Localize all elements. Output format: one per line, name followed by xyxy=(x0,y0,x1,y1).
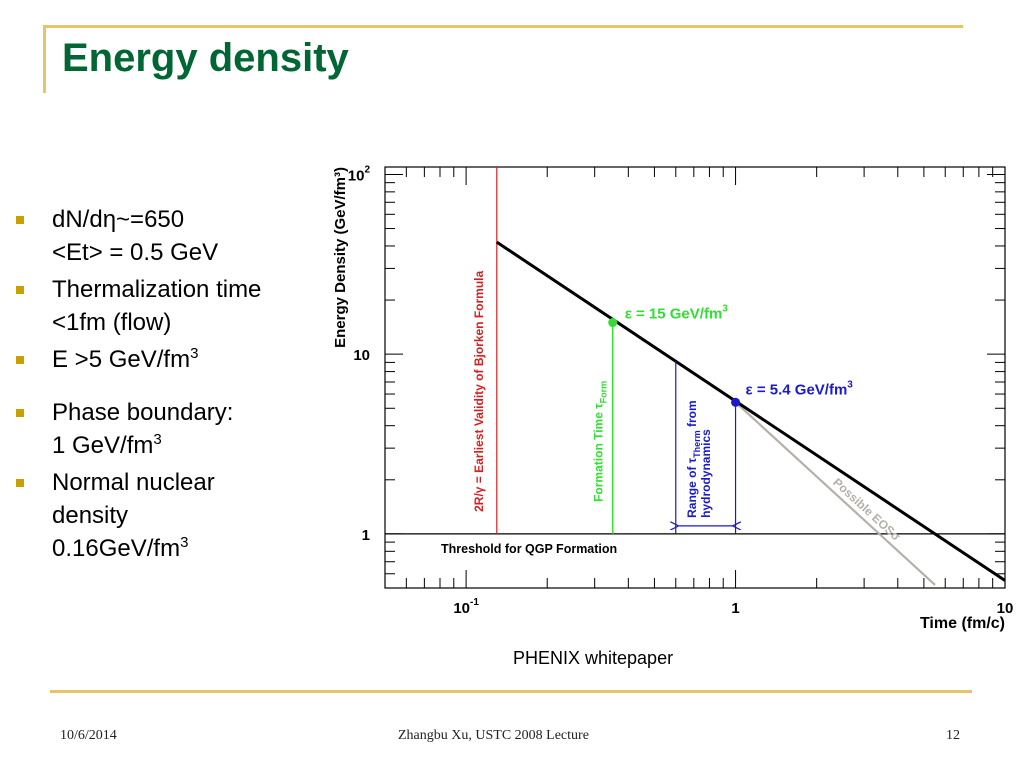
point-label-text: ε = 15 GeV/fm xyxy=(625,306,723,323)
bullet-line: Normal nuclear xyxy=(52,469,215,496)
eos-line xyxy=(734,401,936,586)
therm-range-sub: Therm xyxy=(692,430,702,458)
x-tick-label-text: 1 xyxy=(731,600,739,617)
therm-range-label-2: hydrodynamics xyxy=(699,429,713,518)
footer-page-number: 12 xyxy=(946,728,960,743)
therm-range-text: Range of τ xyxy=(685,457,699,518)
x-tick-label: 10 xyxy=(997,600,1014,617)
y-axis-title: Energy Density (GeV/fm³) xyxy=(332,167,349,348)
footer-date: 10/6/2014 xyxy=(60,728,117,743)
bullet-list: dN/dη~=650 <Et> = 0.5 GeV Thermalization t… xyxy=(12,203,332,569)
energy-density-line xyxy=(495,240,1006,582)
point-label-sup: 3 xyxy=(847,379,853,390)
bullet-item: dN/dη~=650 <Et> = 0.5 GeV xyxy=(12,203,332,269)
formation-time-text: Formation Time τ xyxy=(592,403,606,502)
therm-range-label: Range of τTherm from xyxy=(685,400,702,518)
bullet-line: 1 GeV/fm3 xyxy=(52,431,162,459)
point-label-formation: ε = 15 GeV/fm3 xyxy=(625,304,729,323)
chart: 10-1 1 10 1 10 102 Time (fm/c) Energy Density (… xyxy=(320,145,1024,645)
formation-time-label: Formation Time τForm xyxy=(592,381,609,502)
y-tick-label: 1 xyxy=(362,527,370,544)
bullet-marker xyxy=(16,286,24,294)
y-tick-label: 102 xyxy=(348,164,371,184)
slide-title: Energy density xyxy=(62,36,349,80)
bullet-marker xyxy=(16,216,24,224)
therm-range-text-post: from xyxy=(685,400,699,430)
x-tick-label-text: 10 xyxy=(997,600,1014,617)
y-tick-label-exp: 2 xyxy=(364,164,370,175)
figure-caption: PHENIX whitepaper xyxy=(513,648,674,668)
bullet-line: <Et> = 0.5 GeV xyxy=(52,239,219,266)
bullet-line: density xyxy=(52,502,129,529)
point-label-therm: ε = 5.4 GeV/fm3 xyxy=(746,379,854,398)
x-tick-label-text: 10 xyxy=(453,600,470,617)
bullet-line: <1fm (flow) xyxy=(52,309,172,336)
bjorken-label: 2R/γ = Earliest Validity of Bjorken Form… xyxy=(472,270,486,511)
bullet-item: Normal nuclear density 0.16GeV/fm3 xyxy=(12,466,332,565)
bullet-marker xyxy=(16,409,24,417)
bullet-line: dN/dη~=650 xyxy=(52,206,185,233)
bullet-line: E >5 GeV/fm3 xyxy=(52,345,199,373)
bullet-marker xyxy=(16,356,24,364)
bullet-item: Phase boundary: 1 GeV/fm3 xyxy=(12,396,332,462)
data-point-formation xyxy=(608,318,618,328)
x-tick-label-exp: -1 xyxy=(470,597,479,608)
y-tick-label-text: 10 xyxy=(348,167,365,184)
data-point-therm xyxy=(731,397,741,407)
bullet-item: E >5 GeV/fm3 xyxy=(12,343,332,376)
left-rule xyxy=(43,25,46,93)
threshold-label: Threshold for QGP Formation xyxy=(441,542,617,556)
bullet-line: Thermalization time xyxy=(52,276,262,303)
y-tick-label-text: 10 xyxy=(353,347,370,364)
y-tick-label-text: 1 xyxy=(362,527,370,544)
x-tick-label: 10-1 xyxy=(453,597,479,617)
bullet-line: 0.16GeV/fm3 xyxy=(52,534,189,562)
bullet-marker xyxy=(16,479,24,487)
y-tick-label: 10 xyxy=(353,347,370,364)
x-axis-title: Time (fm/c) xyxy=(920,615,1005,632)
bullet-line: Phase boundary: xyxy=(52,399,234,426)
bullet-item: Thermalization time <1fm (flow) xyxy=(12,273,332,339)
footer-center: Zhangbu Xu, USTC 2008 Lecture xyxy=(398,728,589,743)
point-label-sup: 3 xyxy=(722,304,728,315)
x-tick-label: 1 xyxy=(731,600,739,617)
formation-time-sub: Form xyxy=(599,381,609,404)
point-label-text: ε = 5.4 GeV/fm xyxy=(746,381,848,398)
top-rule xyxy=(43,25,963,28)
plot-frame xyxy=(384,166,1006,589)
bottom-rule xyxy=(50,690,972,693)
